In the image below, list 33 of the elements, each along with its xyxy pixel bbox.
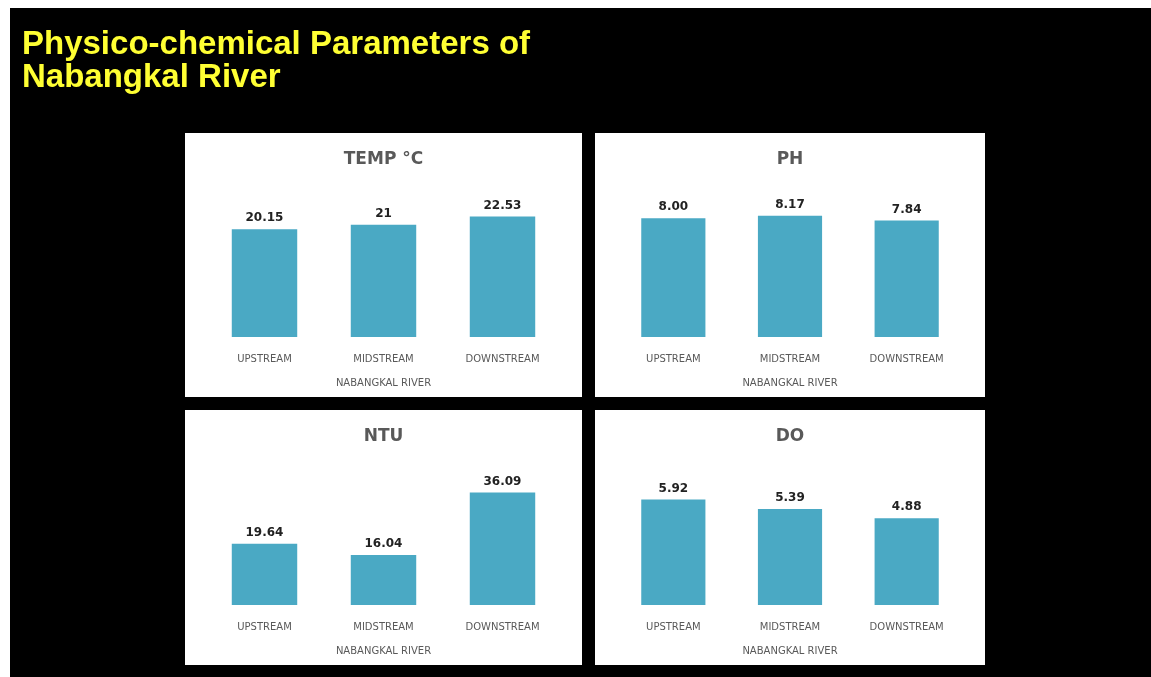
data-label: 8.17: [775, 196, 805, 211]
chart-title: PH: [776, 147, 804, 168]
x-tick-label: DOWNSTREAM: [465, 620, 540, 632]
data-label: 22.53: [483, 197, 522, 212]
x-tick-label: MIDSTREAM: [353, 352, 414, 364]
data-label: 19.64: [245, 524, 284, 539]
x-tick-label: UPSTREAM: [646, 620, 701, 632]
data-label: 21: [375, 205, 392, 220]
x-tick-label: DOWNSTREAM: [869, 352, 944, 364]
x-tick-label: DOWNSTREAM: [869, 620, 944, 632]
x-tick-label: MIDSTREAM: [759, 352, 821, 364]
text: Physico-chemical Parameters of Nabangkal River: [22, 24, 532, 94]
x-tick-label: UPSTREAM: [237, 352, 292, 364]
data-label: 20.15: [245, 210, 284, 225]
x-axis-title: NABANGKAL RIVER: [742, 644, 838, 656]
x-tick-label: MIDSTREAM: [759, 620, 821, 632]
chart-title: NTU: [363, 424, 404, 445]
data-label: 36.09: [483, 473, 522, 488]
x-tick-label: UPSTREAM: [646, 352, 701, 364]
data-label: 5.92: [658, 480, 689, 495]
x-tick-label: DOWNSTREAM: [465, 352, 540, 364]
chart-title: TEMP °C: [343, 147, 424, 168]
data-label: 16.04: [364, 536, 403, 551]
data-label: 5.39: [775, 490, 805, 505]
x-axis-title: NABANGKAL RIVER: [335, 644, 432, 656]
data-label: 8.00: [658, 199, 689, 214]
x-tick-label: MIDSTREAM: [353, 620, 414, 632]
chart-title: DO: [775, 424, 805, 445]
data-label: 7.84: [891, 201, 922, 216]
data-label: 4.88: [891, 499, 922, 514]
x-axis-title: NABANGKAL RIVER: [335, 376, 432, 388]
x-tick-label: UPSTREAM: [237, 620, 292, 632]
x-axis-title: NABANGKAL RIVER: [742, 376, 838, 388]
